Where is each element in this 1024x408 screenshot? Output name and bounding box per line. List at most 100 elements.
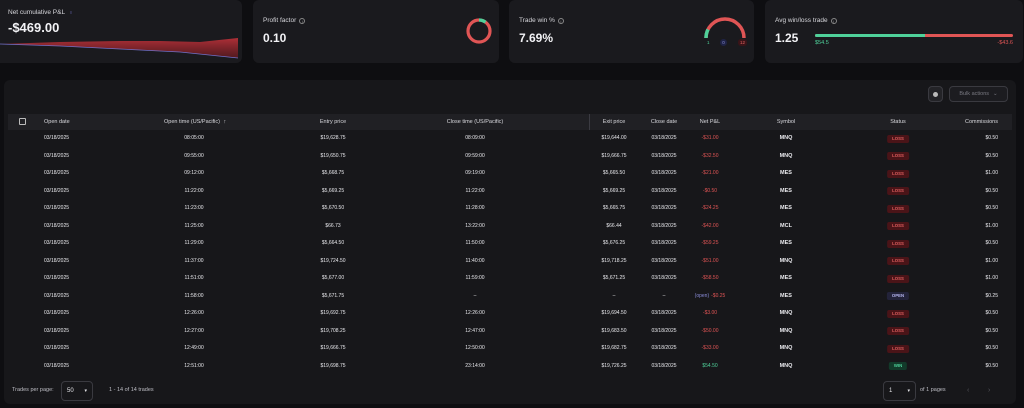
bulk-actions-label: Bulk actions (959, 91, 990, 97)
table-row[interactable]: 03/18/2025 11:25:00 $66.73 13:22:00 $66.44 03… (8, 218, 1012, 236)
cell-net-pnl: -$33.00 (702, 340, 719, 358)
cell-open-time: 09:55:00 (184, 152, 204, 159)
table-row[interactable]: 03/18/2025 11:22:00 $5,669.25 11:22:00 $5,66… (8, 183, 1012, 201)
cell-close-date: 03/18/2025 (651, 362, 677, 369)
status-badge: LOSS (887, 169, 909, 178)
table-row[interactable]: 03/18/2025 11:37:00 $19,724.50 11:40:00 $19,… (8, 253, 1012, 271)
table-row[interactable]: 03/18/2025 08:05:00 $19,628.75 08:09:00 $19,… (8, 130, 1012, 148)
cell-symbol: MNQ (779, 327, 793, 334)
col-status[interactable]: Status (890, 119, 906, 125)
per-page-select[interactable]: 50 ▾ (61, 381, 93, 401)
losses-count: 12 (738, 39, 748, 46)
table-row[interactable]: 03/18/2025 09:55:00 $19,650.75 09:59:00 $19,… (8, 148, 1012, 166)
avg-win-loss-value: 1.25 (775, 31, 799, 45)
status-badge: LOSS (887, 274, 909, 283)
info-icon[interactable]: ≡ (69, 9, 73, 15)
win-loss-bar-win (815, 34, 926, 37)
cell-close-time: 12:47:00 (465, 327, 485, 334)
cell-status: LOSS (887, 165, 909, 183)
cell-close-date: 03/18/2025 (651, 187, 677, 194)
cell-net-pnl: -$0.50 (703, 183, 717, 201)
cell-exit-price: $5,665.50 (602, 170, 626, 176)
net-pnl-value: -$21.00 (701, 170, 719, 176)
status-badge: LOSS (887, 344, 909, 353)
cell-open-time: 11:51:00 (184, 275, 204, 281)
select-all-checkbox[interactable] (19, 118, 26, 125)
col-close-date[interactable]: Close date (650, 119, 678, 125)
page-select[interactable]: 1 ▾ (883, 381, 916, 401)
cell-commissions: $0.50 (985, 240, 998, 246)
pnl-sparkline (0, 38, 239, 59)
table-row[interactable]: 03/18/2025 11:51:00 $5,677.00 11:59:00 $5,67… (8, 270, 1012, 288)
cell-open-time: 12:27:00 (184, 327, 204, 334)
cell-open-date: 03/18/2025 (44, 310, 70, 316)
table-row[interactable]: 03/18/2025 12:27:00 $19,708.25 12:47:00 $19,… (8, 323, 1012, 341)
prev-page-icon[interactable]: ‹ (967, 387, 970, 394)
col-net-pnl[interactable]: Net P&L (699, 119, 721, 125)
col-entry-price[interactable]: Entry price (319, 119, 347, 125)
cell-status: LOSS (887, 253, 909, 271)
cell-status: LOSS (887, 305, 909, 323)
table-row[interactable]: 03/18/2025 11:29:00 $5,664.50 11:50:00 $5,67… (8, 235, 1012, 253)
info-icon[interactable]: i (299, 17, 306, 24)
cell-net-pnl: -$3.00 (703, 305, 717, 323)
table-row[interactable]: 03/18/2025 12:49:00 $19,666.75 12:50:00 $19,… (8, 340, 1012, 358)
cell-open-time: 12:26:00 (184, 310, 204, 316)
net-pnl-value: -$42.00 (701, 222, 719, 229)
chevron-down-icon: ▾ (907, 388, 910, 394)
status-badge: WIN (888, 362, 908, 371)
cell-net-pnl: -$21.00 (702, 165, 719, 183)
info-icon[interactable]: i (830, 17, 837, 24)
gauge-loss-arc (704, 17, 746, 39)
table-row[interactable]: 03/18/2025 12:26:00 $19,692.75 12:26:00 $19,… (8, 305, 1012, 323)
cell-close-time: 23:14:00 (465, 362, 485, 369)
cell-commissions: $0.50 (985, 187, 998, 194)
col-close-time[interactable]: Close time (US/Pacific) (446, 119, 504, 125)
cell-exit-price: $66.44 (606, 222, 622, 229)
cell-commissions: $0.50 (985, 327, 998, 334)
table-row[interactable]: 03/18/2025 11:58:00 $5,671.75 – – – MES $0.25 (o… (8, 288, 1012, 306)
trade-win-label: Trade win % i (519, 17, 564, 24)
col-symbol[interactable]: Symbol (776, 119, 796, 125)
status-badge: LOSS (887, 152, 909, 161)
cell-commissions: $0.50 (985, 310, 998, 316)
cell-close-date: 03/18/2025 (651, 327, 677, 334)
col-open-date[interactable]: Open date (44, 119, 70, 125)
cell-open-time: 12:49:00 (184, 345, 204, 351)
profit-factor-label-text: Profit factor (263, 17, 297, 24)
cell-exit-price: – (612, 292, 616, 299)
column-settings-button[interactable] (928, 86, 943, 102)
status-badge: LOSS (887, 222, 909, 231)
table-row[interactable]: 03/18/2025 12:51:00 $19,698.75 23:14:00 $19,… (8, 358, 1012, 376)
cell-open-time: 11:29:00 (184, 240, 204, 246)
cell-open-time: 11:58:00 (184, 292, 204, 299)
cell-exit-price: $19,666.75 (601, 152, 627, 159)
status-badge: LOSS (887, 134, 909, 143)
col-commissions[interactable]: Commissions (964, 119, 998, 125)
table-row[interactable]: 03/18/2025 09:12:00 $5,668.75 09:19:00 $5,66… (8, 165, 1012, 183)
cell-status: LOSS (887, 323, 909, 341)
cell-close-time: – (473, 292, 477, 299)
cell-net-pnl: (open) -$0.25 (695, 288, 726, 306)
info-icon[interactable]: i (557, 17, 564, 24)
status-badge: LOSS (887, 239, 909, 248)
bulk-actions-button[interactable]: Bulk actions ⌄ (949, 86, 1008, 102)
cell-symbol: MNQ (779, 257, 793, 264)
net-pnl-value: -$32.50 (701, 152, 719, 159)
cell-net-pnl: -$24.25 (702, 200, 719, 218)
cell-symbol: MES (780, 292, 792, 299)
cell-entry-price: $19,650.75 (320, 152, 346, 159)
cell-open-time: 08:05:00 (184, 135, 204, 141)
table-row[interactable]: 03/18/2025 11:23:00 $5,670.50 11:28:00 $5,66… (8, 200, 1012, 218)
cell-commissions: $0.50 (985, 362, 998, 369)
per-page-label: Trades per page: (12, 387, 54, 393)
col-open-time[interactable]: Open time (US/Pacific) ↑ (164, 114, 226, 130)
status-badge: LOSS (887, 257, 909, 266)
next-page-icon[interactable]: › (988, 387, 991, 394)
col-exit-price[interactable]: Exit price (602, 119, 626, 125)
cell-net-pnl: -$58.50 (702, 270, 719, 288)
net-pnl-value: $54.50 (702, 362, 718, 369)
of-pages-text: of 1 pages (920, 387, 946, 393)
cell-exit-price: $19,726.25 (601, 362, 627, 369)
net-pnl-value: -$31.00 (701, 135, 719, 141)
